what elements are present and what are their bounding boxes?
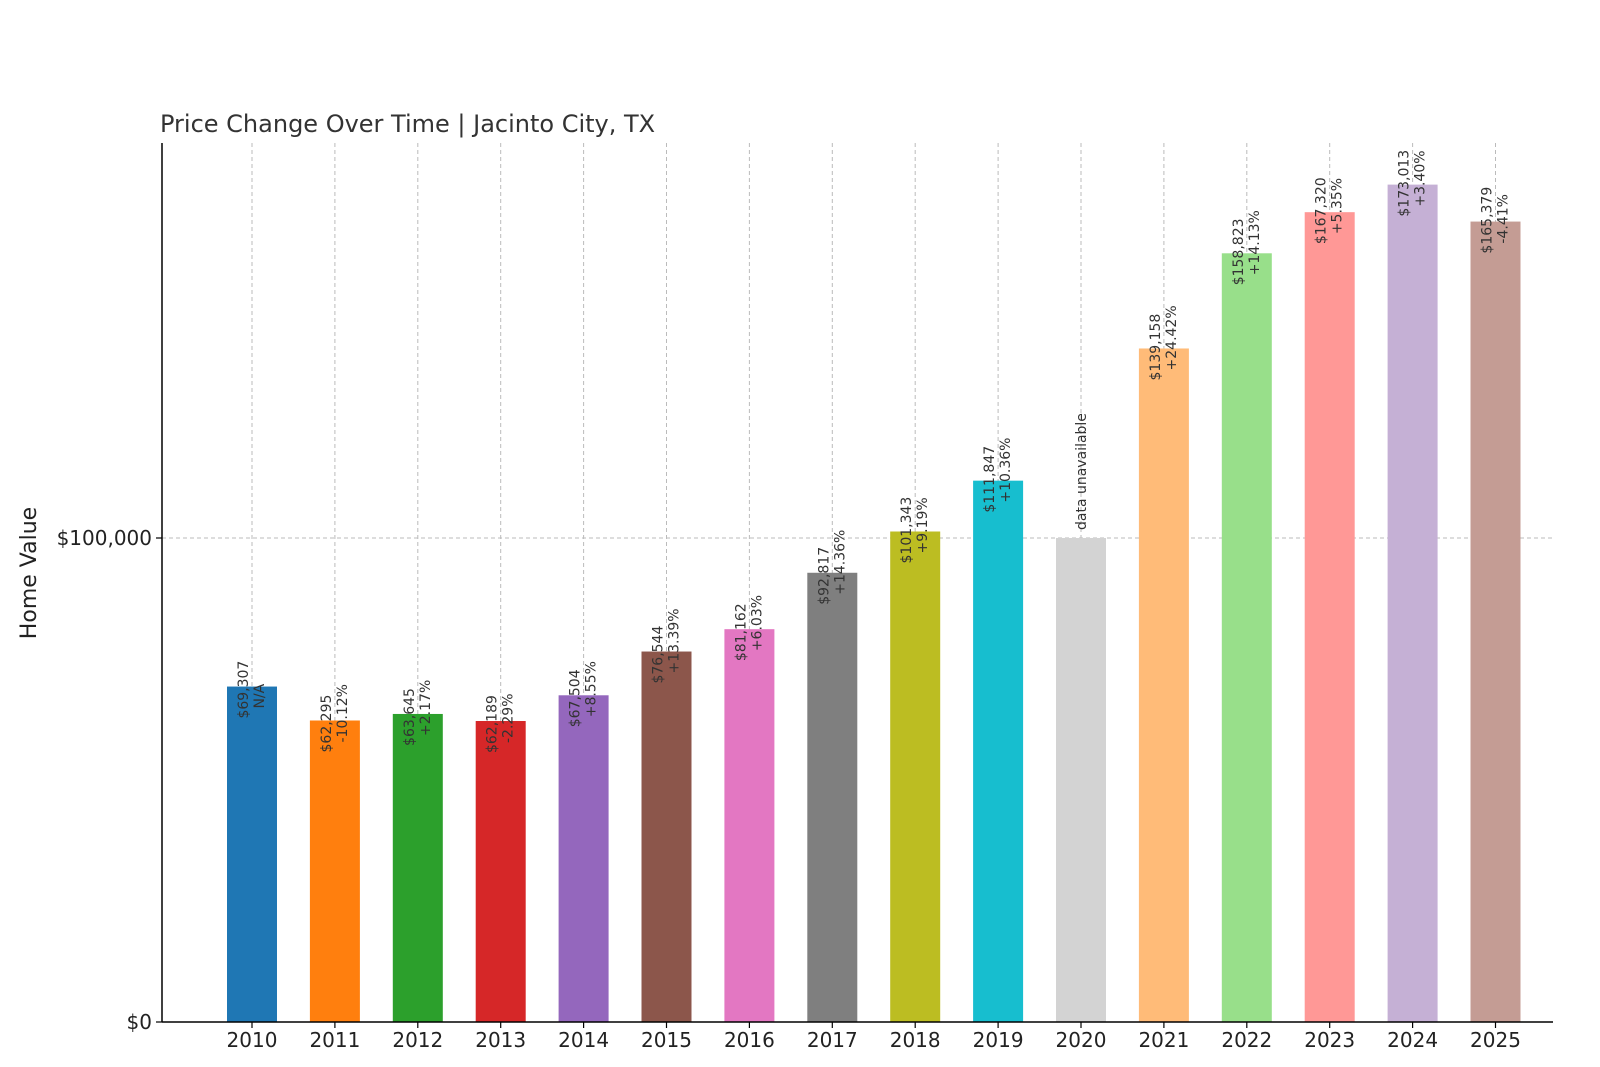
- price-label: $62,295: [319, 695, 335, 753]
- change-label: N/A: [252, 683, 268, 708]
- x-tick-label: 2012: [392, 1028, 443, 1052]
- y-axis-label: Home Value: [17, 507, 42, 639]
- price-label: $101,343: [899, 497, 915, 564]
- bar-2025: [1470, 221, 1521, 1022]
- price-label: $167,320: [1314, 177, 1330, 244]
- x-tick-label: 2016: [724, 1028, 775, 1052]
- chart-title: Price Change Over Time | Jacinto City, T…: [160, 110, 655, 138]
- price-label: $111,847: [982, 446, 998, 513]
- change-label: +13.39%: [667, 608, 683, 673]
- change-label: -10.12%: [335, 684, 351, 742]
- price-label: $158,823: [1231, 218, 1247, 285]
- change-label: +2.17%: [418, 680, 434, 736]
- bar-2011: [309, 720, 360, 1022]
- price-label: $139,158: [1148, 314, 1164, 381]
- bar-2020: [1056, 538, 1106, 1022]
- x-tick-label: 2017: [807, 1028, 858, 1052]
- change-label: +9.19%: [915, 497, 931, 553]
- bar-2021: [1138, 348, 1189, 1022]
- change-label: +6.03%: [749, 595, 765, 651]
- change-label: +8.55%: [584, 661, 600, 717]
- x-tick-label: 2014: [558, 1028, 609, 1052]
- x-tick-label: 2021: [1138, 1028, 1189, 1052]
- bar-2018: [890, 531, 941, 1022]
- change-label: +14.36%: [832, 530, 848, 595]
- x-tick-label: 2011: [309, 1028, 360, 1052]
- x-tick-label: 2015: [641, 1028, 692, 1052]
- y-tick-label: $0: [127, 1010, 152, 1034]
- grid-lines: [162, 143, 1553, 1022]
- x-tick-label: 2018: [890, 1028, 941, 1052]
- bar-2014: [558, 695, 609, 1022]
- change-label: +3.40%: [1413, 150, 1429, 206]
- change-label: +24.42%: [1164, 305, 1180, 370]
- change-label: -4.41%: [1496, 194, 1512, 244]
- x-tick-label: 2025: [1470, 1028, 1521, 1052]
- bar-2013: [475, 721, 526, 1022]
- x-tick-label: 2019: [973, 1028, 1024, 1052]
- price-label: $81,162: [733, 603, 749, 661]
- bar-2015: [641, 651, 692, 1022]
- bar-2023: [1304, 212, 1355, 1022]
- axes: $0 $100,000 2010 2011 2012 2013 2014 2015 2016 20…: [57, 143, 1553, 1052]
- bar-2010: [227, 686, 277, 1022]
- data-labels: $69,307 N/A $62,295 -10.12% $63,645 +2.17% $62…: [236, 150, 1512, 753]
- x-tick-label: 2023: [1304, 1028, 1355, 1052]
- price-label: $69,307: [236, 661, 252, 719]
- bar-2012: [392, 713, 443, 1022]
- change-label: +5.35%: [1330, 178, 1346, 234]
- bars: [227, 184, 1521, 1023]
- change-label: +10.36%: [998, 438, 1014, 503]
- change-label: -2.29%: [501, 693, 517, 743]
- price-label: $165,379: [1480, 187, 1496, 254]
- price-label: $92,817: [816, 547, 832, 605]
- x-tick-label: 2024: [1387, 1028, 1438, 1052]
- change-label: +14.13%: [1247, 210, 1263, 275]
- unavailable-label: data unavailable: [1074, 413, 1090, 530]
- x-tick-label: 2022: [1221, 1028, 1272, 1052]
- x-tick-label: 2010: [227, 1028, 278, 1052]
- price-label: $67,504: [568, 669, 584, 727]
- bar-2016: [724, 629, 775, 1022]
- x-tick-label: 2013: [475, 1028, 526, 1052]
- bar-2017: [807, 572, 858, 1022]
- bar-2019: [973, 480, 1024, 1022]
- price-label: $63,645: [402, 688, 418, 746]
- price-label: $173,013: [1397, 150, 1413, 217]
- price-label: $76,544: [651, 626, 667, 684]
- bar-2022: [1221, 253, 1272, 1022]
- price-label: $62,189: [485, 695, 501, 753]
- x-tick-label: 2020: [1056, 1028, 1107, 1052]
- bar-2024: [1387, 184, 1438, 1023]
- y-tick-label: $100,000: [57, 526, 152, 550]
